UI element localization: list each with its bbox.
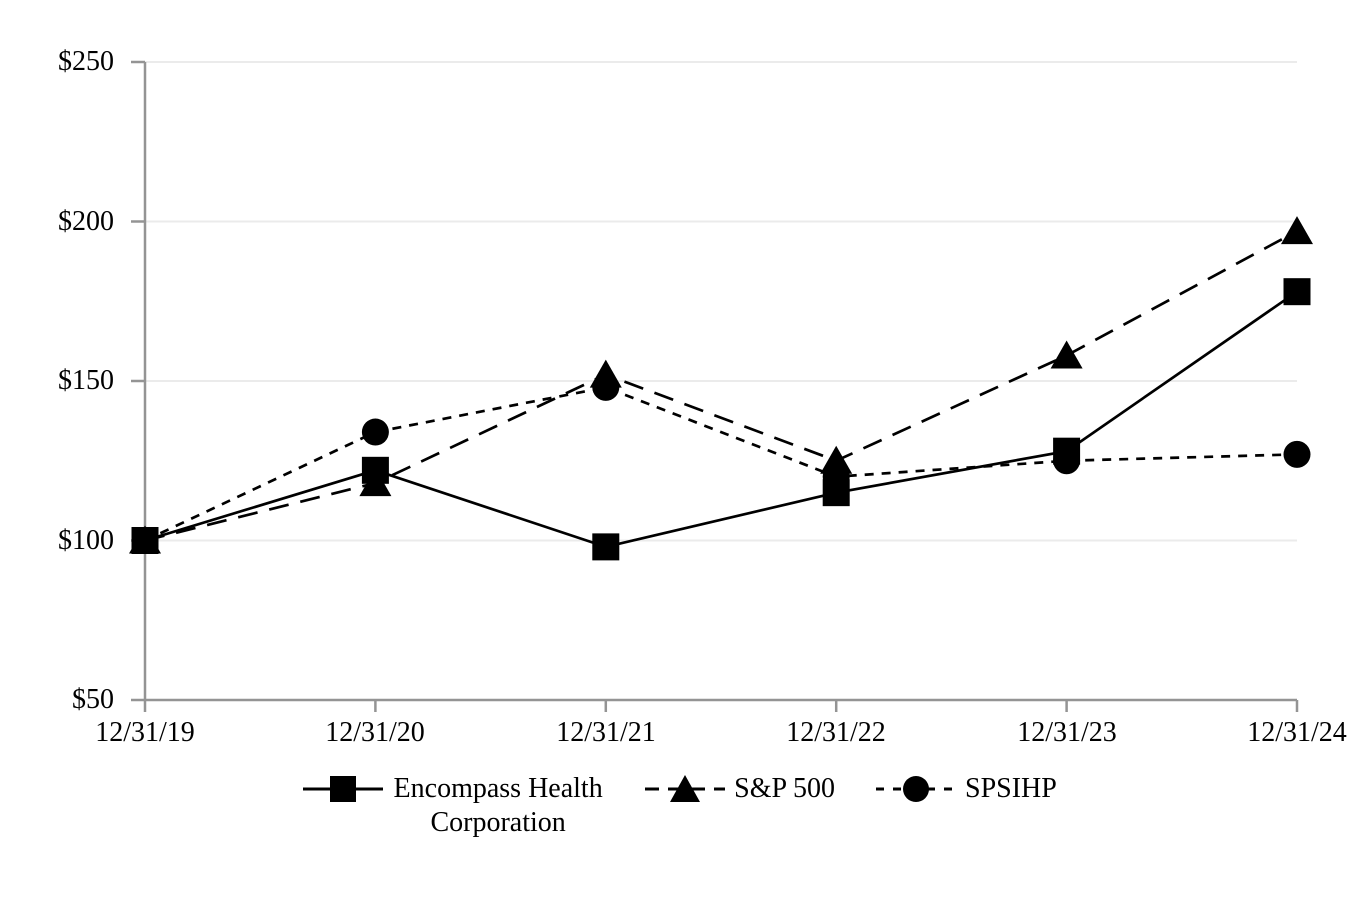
x-axis-label: 12/31/23 [1017,717,1117,748]
legend-label: SPSIHP [965,773,1057,804]
legend-item-encompass-health-corporation: Encompass Health Corporation [303,772,604,840]
marker-square-encompass-health-corporation [361,456,389,484]
series-line-s-p-500 [144,229,1298,542]
marker-circle-spsihp [1283,440,1311,468]
legend-item-sp-500: S&P 500 [645,772,835,806]
y-axis-label: $250 [58,46,114,77]
legend-label: Encompass Health Corporation [393,773,603,838]
y-axis-label: $50 [72,684,114,715]
marker-square-encompass-health-corporation [131,527,159,554]
marker-square-encompass-health-corporation [592,533,620,561]
y-axis-label: $200 [58,206,114,237]
legend-marker-triangle [670,775,701,802]
y-axis-label: $100 [58,525,114,556]
x-axis-label: 12/31/19 [95,717,195,748]
marker-triangle-s-p-500 [1281,216,1313,245]
marker-triangle-s-p-500 [1050,340,1083,369]
x-axis-label: 12/31/22 [786,717,886,748]
series-line-spsihp [144,385,1298,542]
marker-square-encompass-health-corporation [822,479,850,507]
y-axis-label: $150 [58,365,114,396]
marker-circle-spsihp [361,418,389,446]
legend-item-spsihp: SPSIHP [876,772,1057,806]
marker-triangle-s-p-500 [589,359,622,388]
legend-sample-triangle-icon [645,775,726,802]
x-axis-label: 12/31/20 [325,717,425,748]
series-line-encompass-health-corporation [144,290,1298,549]
x-axis-label: 12/31/21 [556,717,656,748]
legend-label: S&P 500 [734,773,836,804]
legend-marker-square [330,776,357,802]
chart-legend: Encompass Health Corporation S&P 500 SPS… [0,772,1360,840]
marker-triangle-s-p-500 [820,445,853,474]
marker-square-encompass-health-corporation [1283,278,1311,306]
legend-sample-circle-icon [876,776,957,802]
legend-marker-circle [903,776,930,802]
marker-square-encompass-health-corporation [1053,437,1081,465]
x-axis-label: 12/31/24 [1247,717,1347,748]
legend-sample-square-icon [303,776,384,802]
